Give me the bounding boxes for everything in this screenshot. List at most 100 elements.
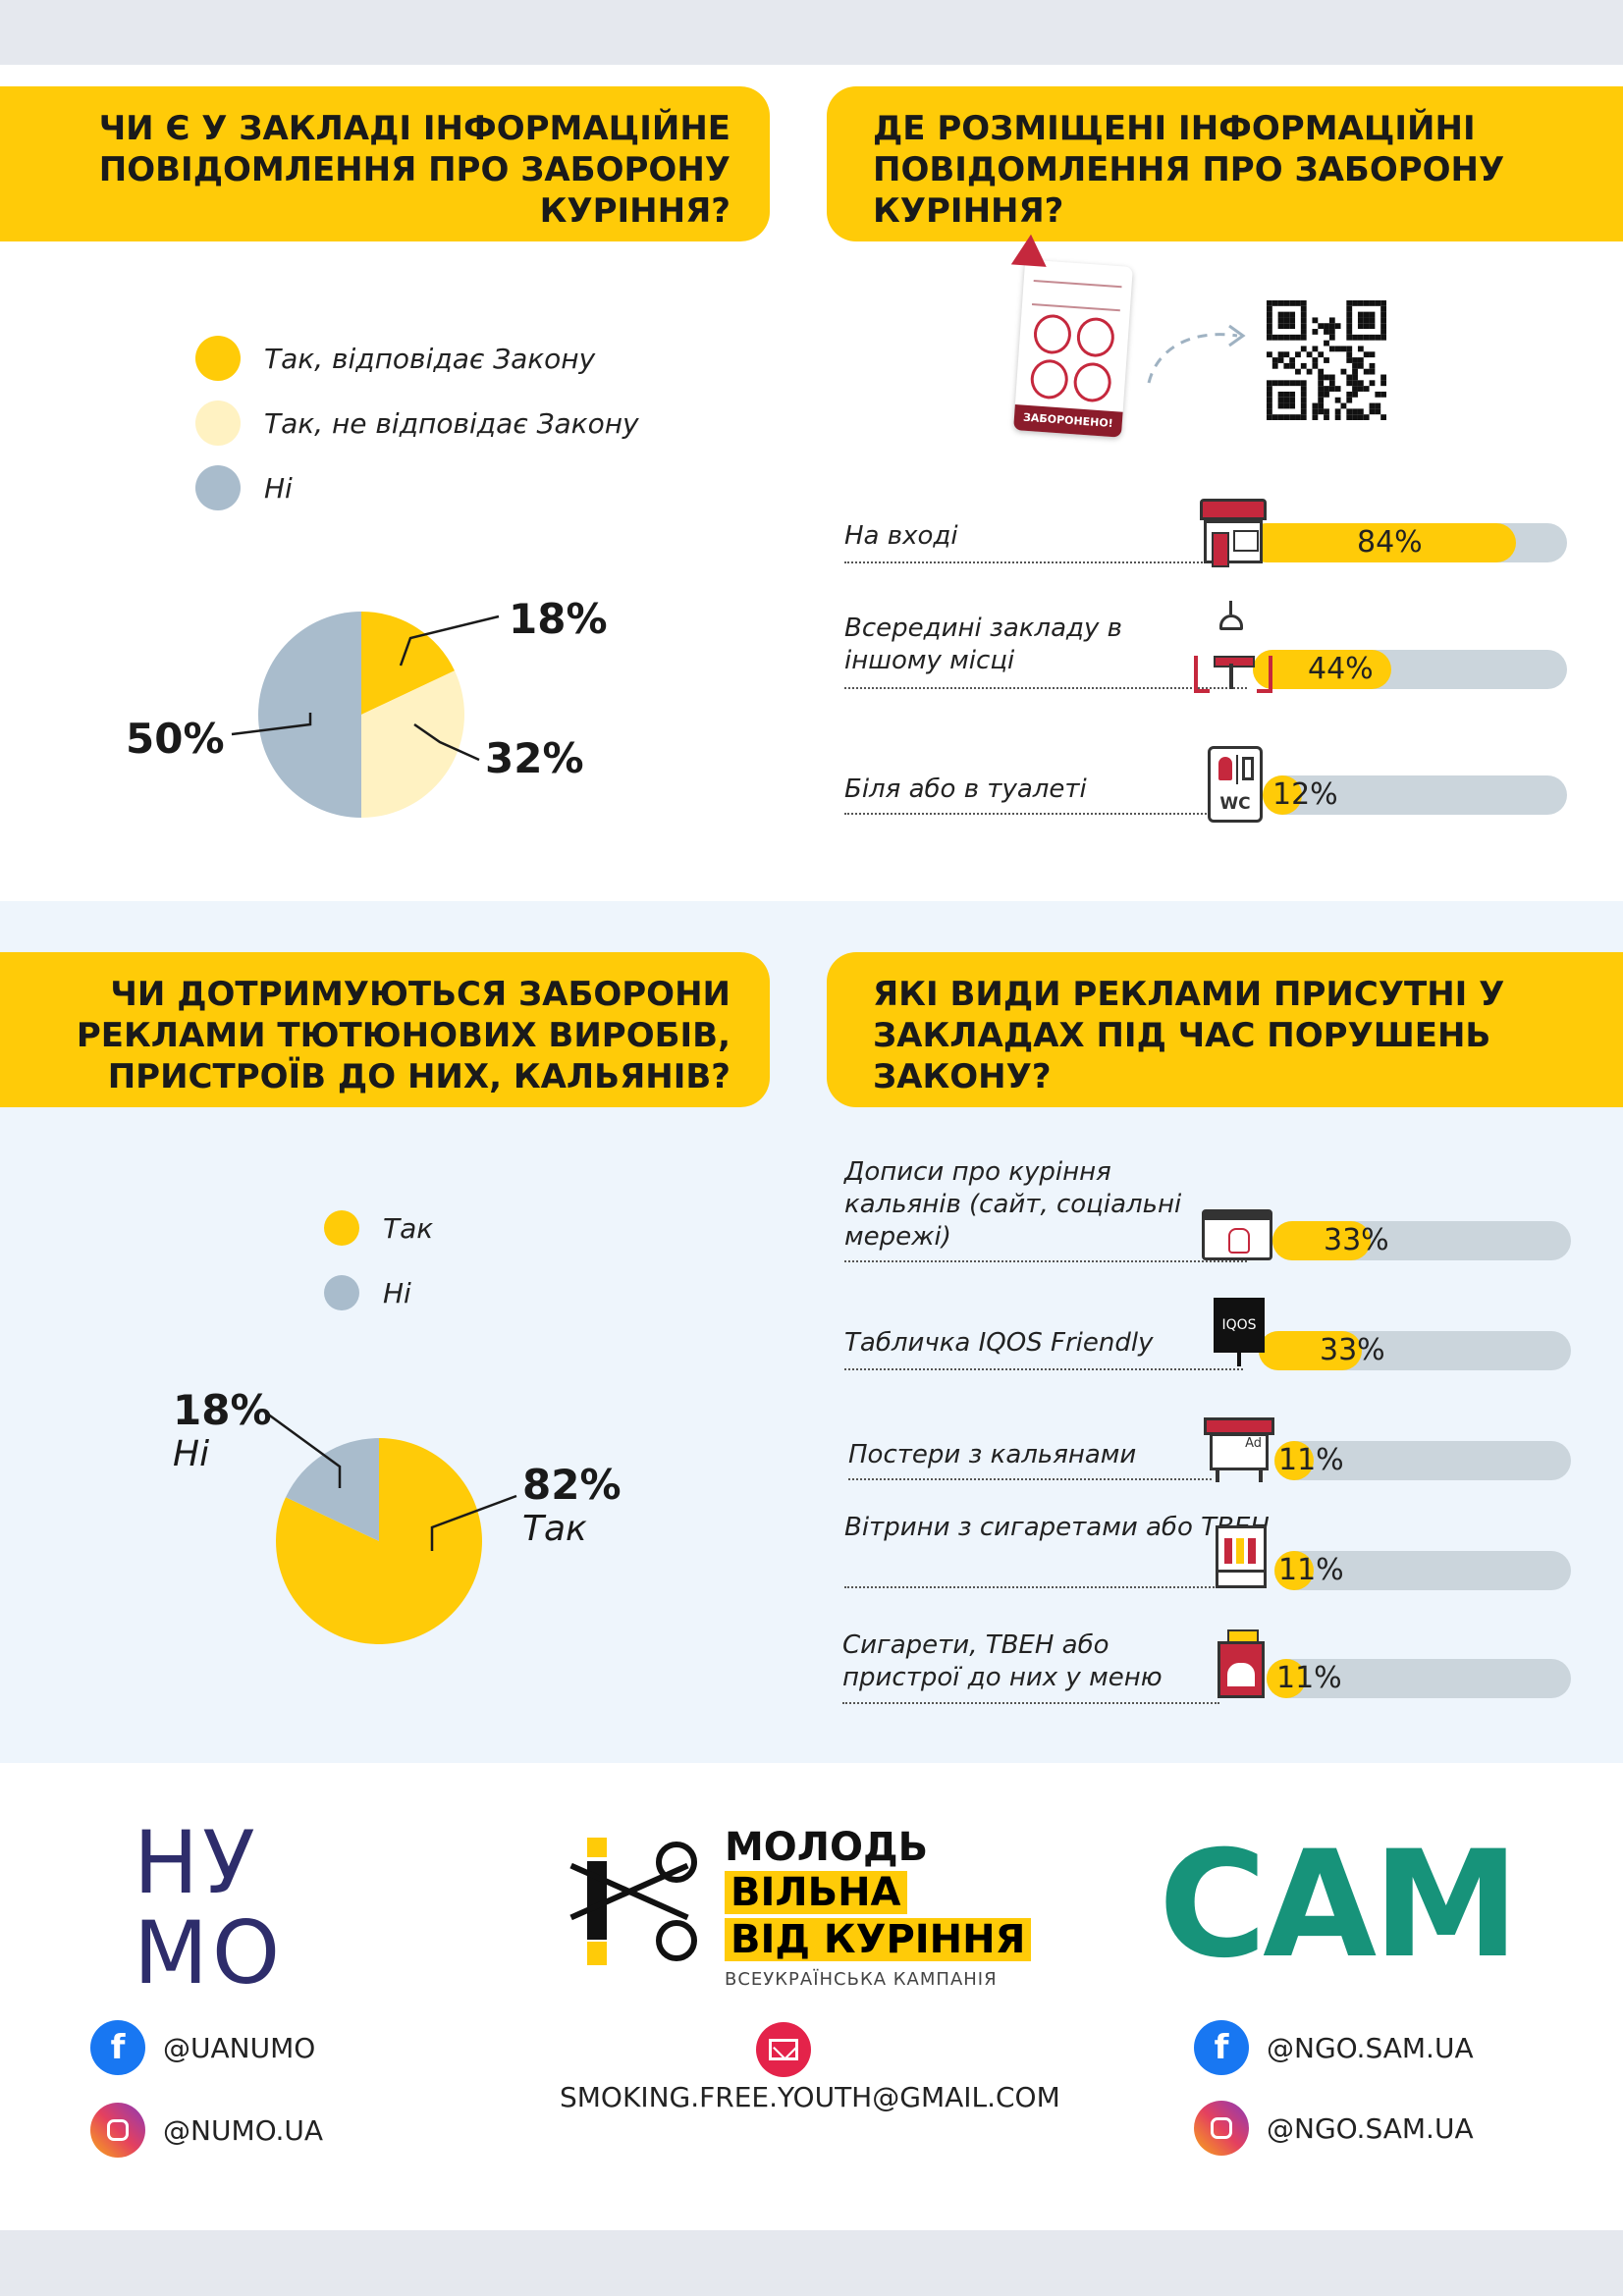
q1-title: ЧИ Є У ЗАКЛАДІ ІНФОРМАЦІЙНЕ ПОВІДОМЛЕННЯ… xyxy=(0,86,770,241)
q4-bar-fill-11 xyxy=(1274,1551,1314,1590)
q4-bar-fill-33 xyxy=(1272,1221,1372,1260)
legend-swatch xyxy=(195,400,241,446)
bottom-band xyxy=(0,2230,1623,2296)
nymo-logo-top: НУ xyxy=(134,1812,259,1913)
sign-caption: ЗАБОРОНЕНО! xyxy=(1013,404,1123,438)
leader-dots xyxy=(842,1702,1219,1704)
leader-dots xyxy=(844,1586,1217,1588)
q2-bar-value: 12% xyxy=(1272,777,1338,812)
facebook-icon: f xyxy=(90,2020,145,2075)
wc-sign-icon: WC xyxy=(1208,746,1263,823)
q3-legend-item: Так xyxy=(324,1196,433,1260)
q4-bar-value: 33% xyxy=(1324,1223,1389,1257)
iqos-text: IQOS xyxy=(1214,1298,1265,1353)
q4-bar-label: Постери з кальянами xyxy=(848,1440,1137,1469)
email-icon xyxy=(756,2022,811,2077)
q4-title: ЯКІ ВИДИ РЕКЛАМИ ПРИСУТНІ У ЗАКЛАДАХ ПІД… xyxy=(827,952,1623,1107)
legend-swatch xyxy=(195,336,241,381)
legend-label: Так, не відповідає Закону xyxy=(264,406,639,440)
no-smoking-scissors-icon xyxy=(566,1838,703,1971)
q4-bar-value: 11% xyxy=(1276,1661,1342,1695)
q3-legend-item: Ні xyxy=(324,1260,433,1325)
campaign-line1: МОЛОДЬ xyxy=(725,1825,929,1870)
q2-bar-fill-12 xyxy=(1263,775,1302,815)
sam-instagram-link[interactable]: @NGO.SAM.UA xyxy=(1194,2101,1474,2156)
sam-facebook-link[interactable]: f @NGO.SAM.UA xyxy=(1194,2020,1474,2075)
q3-title: ЧИ ДОТРИМУЮТЬСЯ ЗАБОРОНИ РЕКЛАМИ ТЮТЮНОВ… xyxy=(0,952,770,1107)
q4-bar-label: Вітрини з сигаретами або ТВЕН xyxy=(844,1513,1270,1542)
leader-dots xyxy=(844,813,1217,815)
top-band xyxy=(0,0,1623,65)
q2-title: ДЕ РОЗМІЩЕНІ ІНФОРМАЦІЙНІ ПОВІДОМЛЕННЯ П… xyxy=(827,86,1623,241)
q2-bar-track: 84% xyxy=(1247,523,1567,562)
campaign-logo-text: МОЛОДЬ ВІЛЬНА ВІД КУРІННЯ ВСЕУКРАЇНСЬКА … xyxy=(725,1825,1032,1990)
legend-swatch xyxy=(324,1275,359,1310)
q1-legend-item: Так, не відповідає Закону xyxy=(195,391,639,455)
ad-text: Ad xyxy=(1210,1433,1269,1470)
instagram-icon xyxy=(90,2103,145,2158)
legend-label: Ні xyxy=(264,471,293,505)
q2-bar-value: 84% xyxy=(1357,525,1423,560)
q2-bar-track: 44% xyxy=(1253,650,1567,689)
pie-slice-no xyxy=(258,612,361,818)
cigarette-showcase-icon xyxy=(1216,1525,1267,1588)
q4-bar-track: 33% xyxy=(1272,1221,1571,1260)
qr-code-icon xyxy=(1267,300,1386,420)
q4-bar-label: Сигарети, ТВЕН або пристрої до них у мен… xyxy=(842,1630,1163,1692)
q1-legend: Так, відповідає Закону Так, не відповіда… xyxy=(195,326,639,520)
q4-bar-track: 33% xyxy=(1259,1331,1571,1370)
campaign-subtitle: ВСЕУКРАЇНСЬКА КАМПАНІЯ xyxy=(725,1969,998,1990)
q2-bar-label: На вході xyxy=(844,521,958,551)
pie-slice-yes-noncompliant xyxy=(361,670,464,818)
sam-logo: САМ xyxy=(1159,1820,1519,1991)
q1-label-50: 50% xyxy=(126,715,225,763)
q2-bar-track: 12% xyxy=(1263,775,1567,815)
q2-bar-fill-44 xyxy=(1253,650,1391,689)
q4-bar-fill-11 xyxy=(1267,1659,1306,1698)
email-link[interactable]: SMOKING.FREE.YOUTH@GMAIL.COM xyxy=(560,2081,1060,2113)
sam-instagram-handle: @NGO.SAM.UA xyxy=(1267,2111,1474,2145)
q3-legend: Так Ні xyxy=(324,1196,433,1325)
q3-sub-no: Ні xyxy=(173,1434,210,1474)
legend-label: Ні xyxy=(383,1276,411,1309)
nymo-instagram-link[interactable]: @NUMO.UA xyxy=(90,2103,323,2158)
q4-bar-track: 11% xyxy=(1267,1659,1571,1698)
q4-bar-value: 11% xyxy=(1278,1553,1344,1587)
facebook-icon: f xyxy=(1194,2020,1249,2075)
nymo-facebook-handle: @UANUMO xyxy=(163,2031,316,2064)
q3-pie-chart xyxy=(276,1438,482,1644)
leader-dots xyxy=(844,1260,1247,1262)
q1-label-32: 32% xyxy=(485,734,584,782)
q4-bar-fill-33 xyxy=(1259,1331,1362,1370)
nymo-logo-bottom: МО xyxy=(134,1902,285,2003)
leader-dots xyxy=(844,1368,1243,1370)
campaign-line2: ВІЛЬНА xyxy=(725,1871,907,1914)
legend-label: Так xyxy=(383,1211,434,1245)
q3-pct-82: 82% xyxy=(522,1461,622,1509)
sam-facebook-handle: @NGO.SAM.UA xyxy=(1267,2031,1474,2064)
q1-legend-item: Так, відповідає Закону xyxy=(195,326,639,391)
q1-legend-item: Ні xyxy=(195,455,639,520)
q2-bar-label: Всередині закладу в іншому місці xyxy=(844,614,1122,675)
q4-bar-value: 33% xyxy=(1320,1333,1385,1367)
campaign-line3: ВІД КУРІННЯ xyxy=(725,1918,1032,1961)
q3-sub-yes: Так xyxy=(522,1509,587,1549)
q4-bar-track: 11% xyxy=(1274,1551,1571,1590)
q4-bar-value: 11% xyxy=(1278,1443,1344,1477)
q4-bar-label: Табличка IQOS Friendly xyxy=(844,1328,1154,1358)
nymo-facebook-link[interactable]: f @UANUMO xyxy=(90,2020,315,2075)
q3-label-yes: 82% Так xyxy=(522,1461,622,1549)
dashed-arrow-icon xyxy=(1147,324,1246,384)
poster-icon: Ad xyxy=(1204,1417,1274,1482)
wc-text: WC xyxy=(1219,794,1251,814)
bell-icon xyxy=(1010,233,1049,267)
q4-bar-label: Дописи про куріння кальянів (сайт, соціа… xyxy=(844,1157,1182,1252)
q4-bar-fill-11 xyxy=(1274,1441,1314,1480)
no-smoking-sign-icon: ЗАБОРОНЕНО! xyxy=(1010,233,1133,438)
legend-swatch xyxy=(195,465,241,510)
nymo-instagram-handle: @NUMO.UA xyxy=(163,2113,324,2147)
leader-dots xyxy=(848,1478,1212,1480)
q3-label-no: 18% Ні xyxy=(173,1386,272,1474)
cigarette-pack-icon xyxy=(1217,1629,1265,1700)
q2-bar-fill-84 xyxy=(1247,523,1516,562)
